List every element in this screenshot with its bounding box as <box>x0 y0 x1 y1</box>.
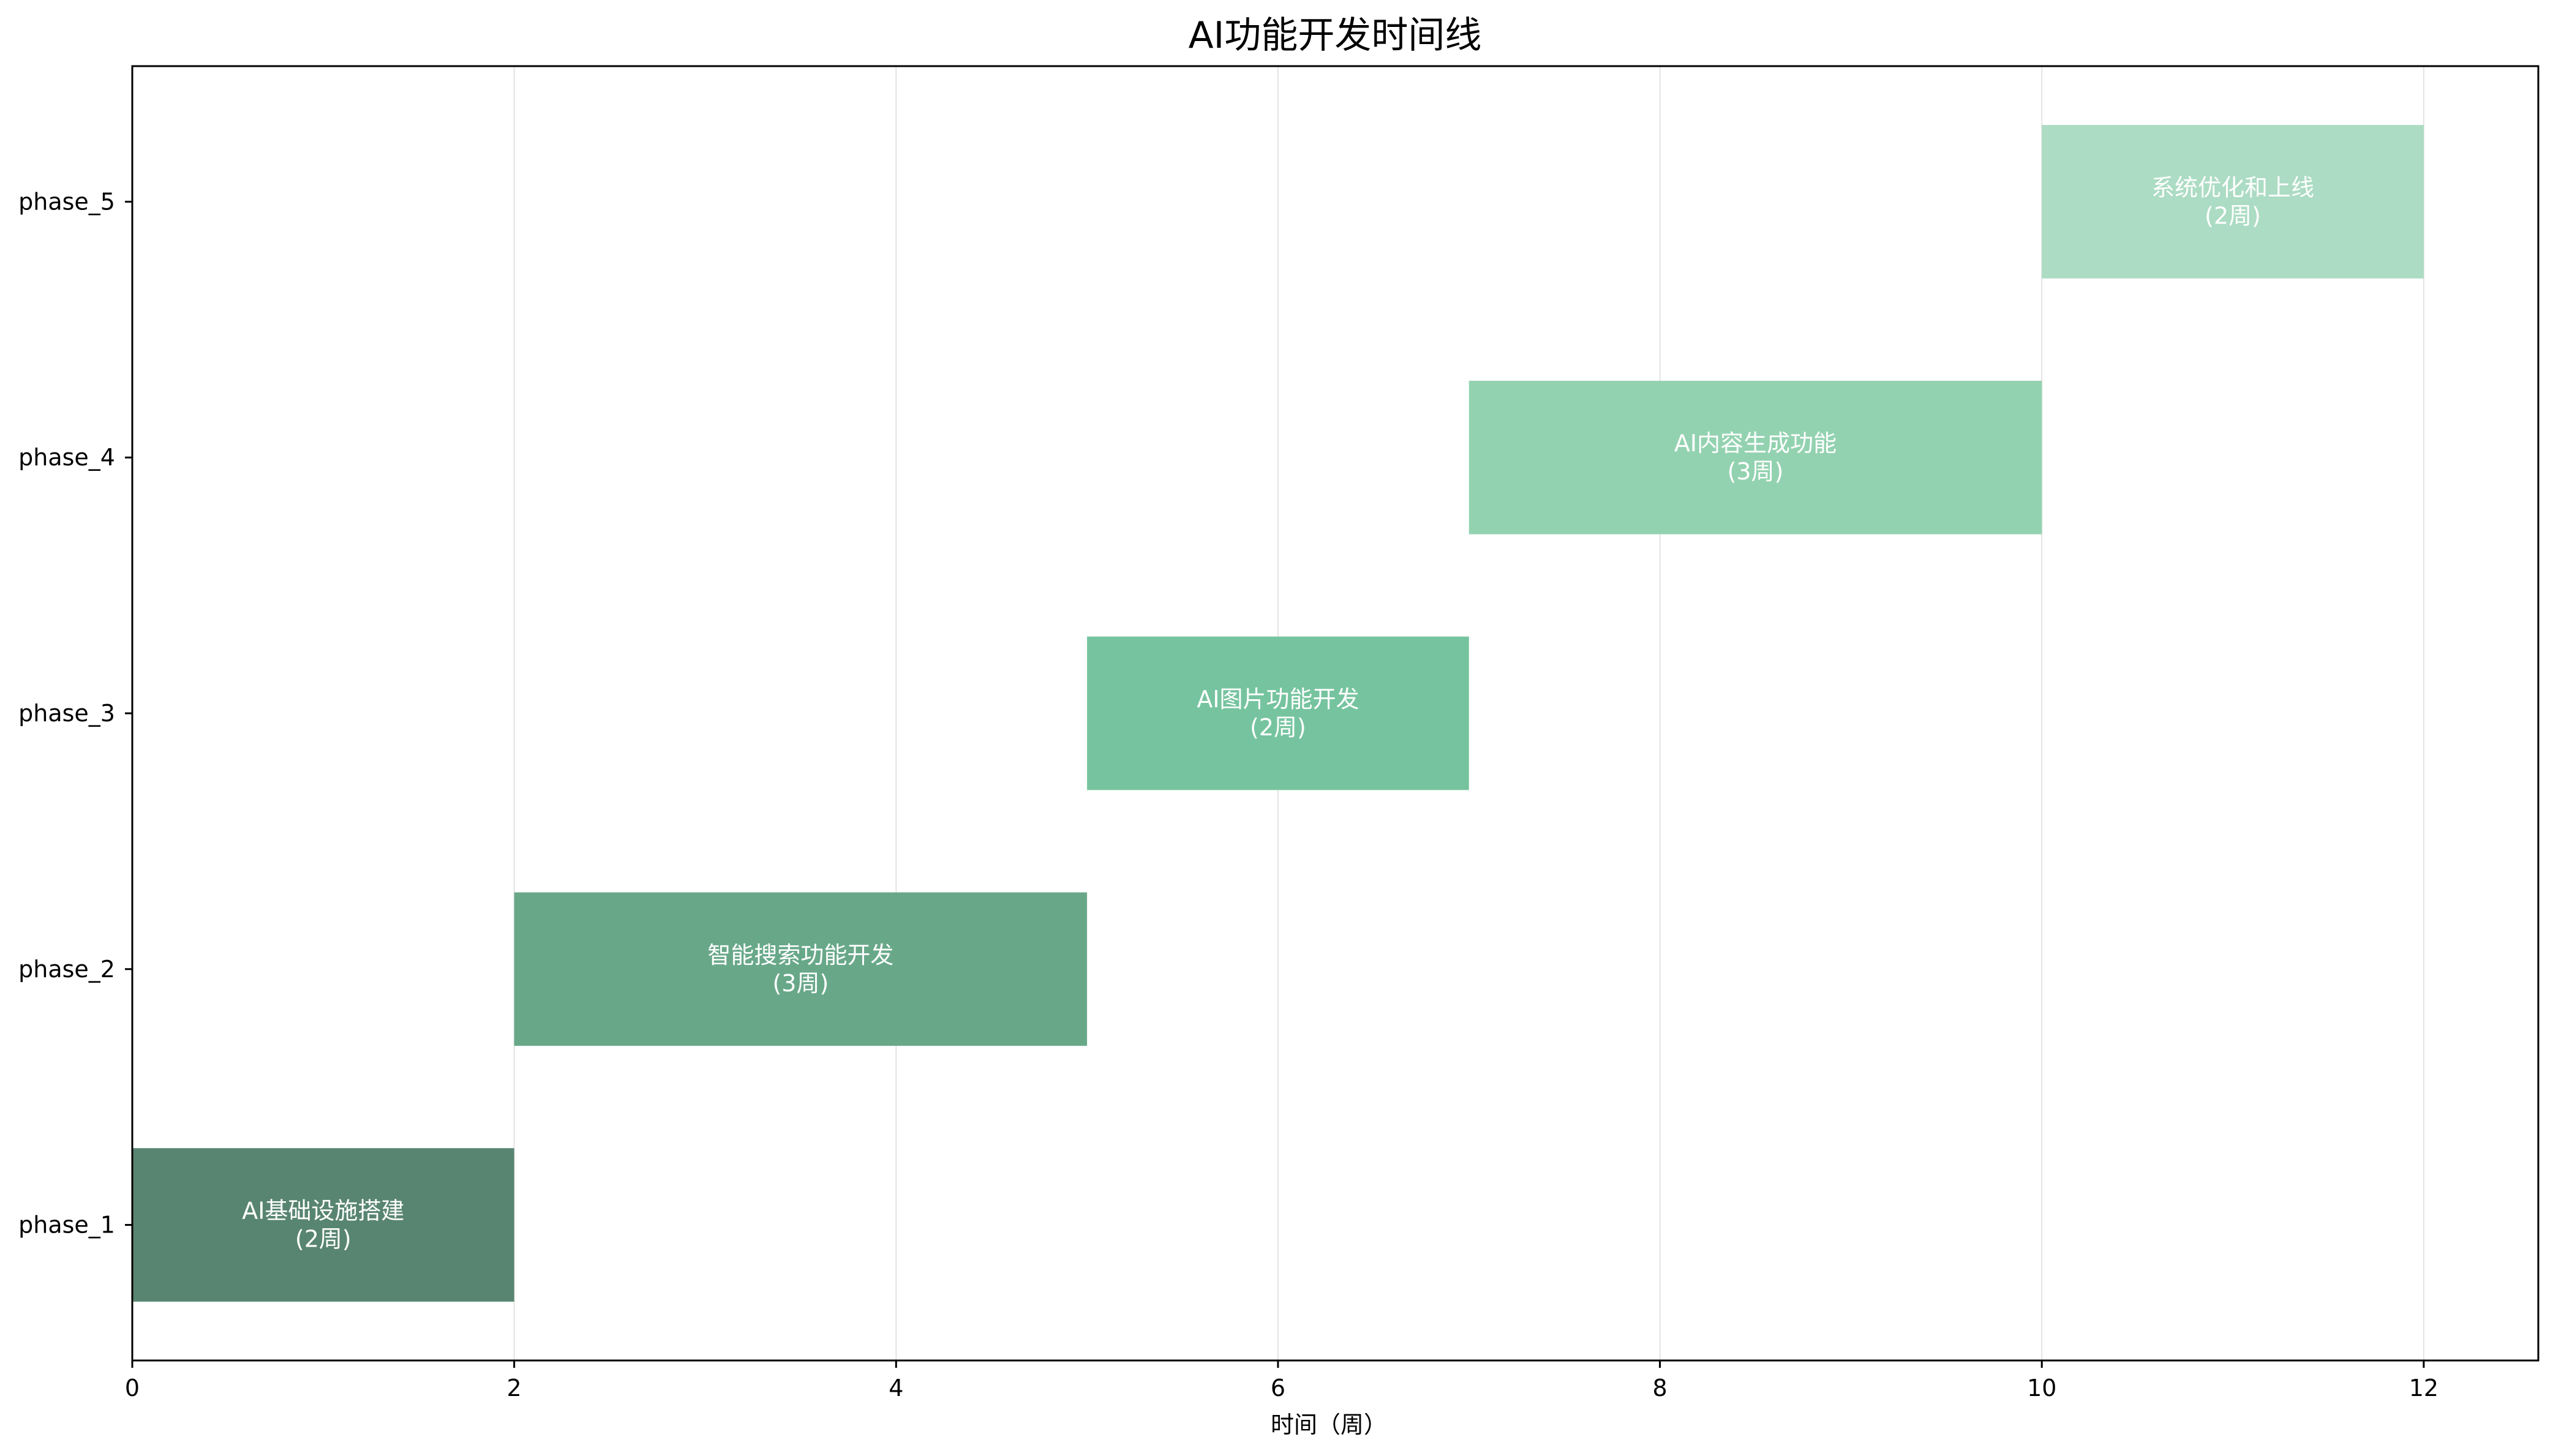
bar-layer: AI基础设施搭建(2周)智能搜索功能开发(3周)AI图片功能开发(2周)AI内容… <box>132 125 2424 1302</box>
x-tick-label: 12 <box>2409 1375 2438 1402</box>
grid-layer <box>132 66 2424 1360</box>
gantt-bar-phase_2 <box>514 892 1088 1046</box>
bar-label-name: AI内容生成功能 <box>1674 430 1837 457</box>
y-tick-label: phase_3 <box>18 700 115 727</box>
x-axis-label: 时间（周） <box>1271 1411 1387 1438</box>
gantt-bar-phase_4 <box>1468 380 2042 535</box>
axis-layer: 0 2 4 6 8 10 12 phase_1 phase_2 phase_3 phase_4 pha… <box>18 65 2540 1402</box>
x-tick-label: 6 <box>1271 1375 1285 1402</box>
y-tick-label: phase_1 <box>18 1212 115 1239</box>
x-tick-label: 8 <box>1653 1375 1668 1402</box>
bar-label-name: 系统优化和上线 <box>2151 174 2314 201</box>
y-tick-label: phase_2 <box>18 956 115 983</box>
y-tick-label: phase_4 <box>18 444 115 471</box>
bar-label-duration: (3周) <box>1728 458 1784 485</box>
bar-label-duration: (2周) <box>295 1226 352 1253</box>
y-tick-label: phase_5 <box>18 188 115 215</box>
bar-label-duration: (2周) <box>1250 714 1306 741</box>
bar-label-name: AI基础设施搭建 <box>242 1198 404 1225</box>
bar-label-name: 智能搜索功能开发 <box>707 942 893 969</box>
bar-label-name: AI图片功能开发 <box>1197 686 1359 713</box>
gantt-bar-phase_1 <box>132 1148 514 1302</box>
bar-label-duration: (3周) <box>772 970 829 997</box>
gantt-bar-phase_3 <box>1087 636 1469 790</box>
x-tick-label: 4 <box>889 1375 903 1402</box>
bar-label-duration: (2周) <box>2205 202 2261 229</box>
x-tick-label: 0 <box>125 1375 140 1402</box>
gantt-bar-phase_5 <box>2042 125 2424 279</box>
x-tick-label: 2 <box>507 1375 522 1402</box>
chart-title: AI功能开发时间线 <box>1189 14 1482 57</box>
x-tick-label: 10 <box>2027 1375 2056 1402</box>
